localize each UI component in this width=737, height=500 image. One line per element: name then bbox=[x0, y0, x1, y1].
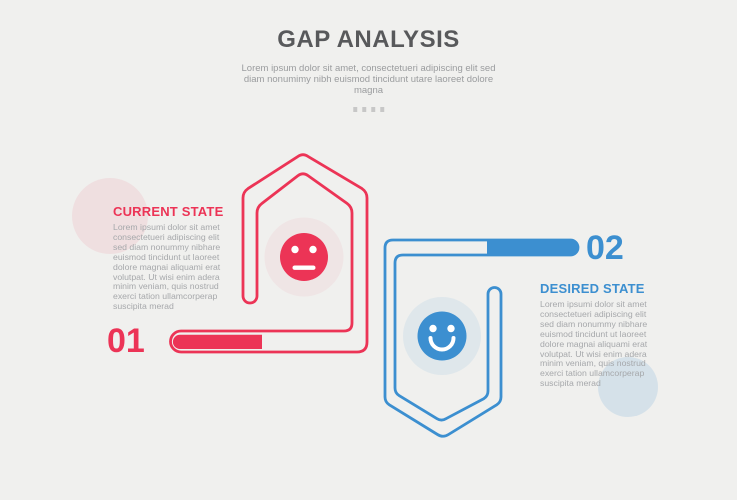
pink-decor-circle bbox=[72, 178, 148, 254]
page-title: GAP ANALYSIS bbox=[277, 26, 460, 53]
desired-state-number: 02 bbox=[586, 229, 624, 267]
current-state-shape bbox=[169, 153, 369, 354]
desired-state-description: Lorem ipsumi dolor sit amet consectetuer… bbox=[540, 299, 648, 389]
blue-decor-circle bbox=[598, 357, 658, 417]
current-outline-path bbox=[169, 153, 369, 354]
desired-outline-path bbox=[383, 238, 580, 438]
divider-dot bbox=[352, 107, 358, 112]
current-state-number: 01 bbox=[107, 322, 145, 360]
current-progress-fill bbox=[172, 334, 262, 349]
divider-dot bbox=[370, 107, 376, 112]
current-state-label: CURRENT STATE bbox=[113, 204, 224, 219]
desired-state-shape bbox=[383, 238, 580, 438]
divider-dot bbox=[361, 107, 367, 112]
desired-progress-fill bbox=[487, 240, 578, 255]
neutral-face-icon bbox=[280, 233, 328, 281]
smiley-face-icon bbox=[417, 311, 467, 361]
divider-dot bbox=[379, 107, 385, 112]
desired-state-label: DESIRED STATE bbox=[540, 281, 645, 296]
current-state-description: Lorem ipsumi dolor sit amet consectetuer… bbox=[113, 222, 221, 312]
divider-dots bbox=[352, 107, 385, 112]
page-subtitle: Lorem ipsum dolor sit amet, consectetuer… bbox=[241, 63, 496, 97]
